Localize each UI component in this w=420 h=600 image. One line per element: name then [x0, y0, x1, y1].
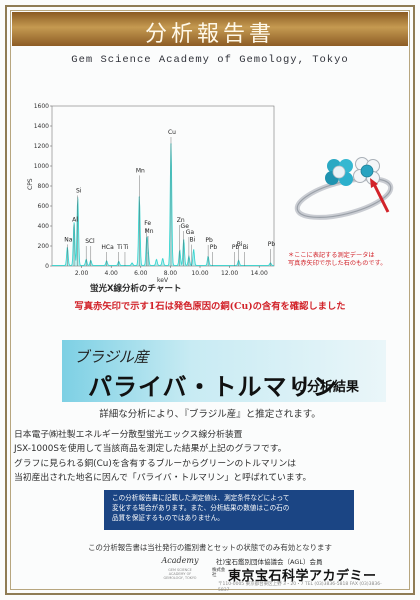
element-label: Pb [205, 237, 213, 244]
cu-confirmation-banner: 写真赤矢印で示す1石は発色原因の銅(Cu)の含有を確認しました [74, 301, 346, 312]
element-label: HCa [101, 244, 114, 251]
y-tick-label: 1200 [34, 143, 49, 150]
element-label: Ga [186, 229, 195, 236]
element-label: Zn [177, 217, 185, 224]
xrf-chart: CPS keV 0 200 400 600 800 1000 1200 1400 1600 2.00 4… [24, 96, 282, 284]
y-tick-label: 0 [45, 263, 49, 270]
photo-note-line: 写真赤矢印で示した石のものです。 [288, 260, 387, 268]
photo-note-line: ＊ここに表記する測定データは [288, 252, 375, 259]
company-address: 〒110-0005 東京都台東区上野 3・20・7 TEL (03)3836-5… [218, 582, 382, 593]
ring-image [294, 157, 394, 220]
stone-name: パライバ・トルマリン [88, 372, 338, 401]
element-label: Bi [190, 237, 196, 244]
description-line: 当初産出された地名に因んで「パライバ・トルマリン」と呼ばれています。 [14, 472, 312, 483]
agl-membership: 社)宝石鑑別団体協議会（AGL）会員 [216, 558, 323, 566]
company-name: 東京宝石科学アカデミー [228, 569, 377, 584]
logo-subline: GEMOLOGY, TOKYO [163, 576, 197, 580]
y-tick-label: 600 [38, 203, 50, 210]
element-label: Pb [268, 241, 276, 248]
result-box: ブラジル産 パライバ・トルマリン の分析結果 [62, 340, 386, 402]
element-label: Fe [144, 220, 151, 227]
logo-wordmark: Academy [161, 556, 199, 565]
x-tick-label: 14.00 [251, 270, 268, 277]
disclaimer-line: 品質を保証するものではありません。 [112, 514, 224, 522]
y-tick-label: 400 [38, 223, 50, 230]
origin-estimate: 詳細な分析により、『ブラジル産』と推定されます。 [99, 409, 321, 420]
y-tick-label: 1000 [34, 163, 49, 170]
corporation-marker: 株式会社 [212, 568, 226, 578]
element-label: Pb [232, 244, 240, 251]
y-axis-label: CPS [27, 178, 34, 190]
x-axis-label: keV [157, 277, 169, 284]
y-tick-label: 800 [38, 183, 50, 190]
element-label: Na [64, 236, 72, 243]
y-tick-label: 200 [38, 243, 50, 250]
disclaimer-line: この分析報告書に記載した測定値は、測定条件などによって [112, 494, 290, 502]
element-label: Cu [168, 129, 176, 136]
validity-note: この分析報告書は当社発行の鑑別書とセットの状態でのみ有効となります [88, 543, 332, 552]
element-label: Pb [210, 244, 218, 251]
flower-left [325, 159, 353, 186]
element-label: Si [76, 187, 82, 194]
element-label: Mn [136, 167, 145, 174]
x-tick-label: 4.00 [105, 270, 119, 277]
inner-border [10, 10, 410, 590]
chart-caption: 蛍光X線分析のチャート [90, 284, 182, 294]
origin-label: ブラジル産 [74, 348, 149, 366]
header-band [12, 12, 408, 46]
x-tick-label: 6.00 [134, 270, 148, 277]
description-line: グラフに見られる銅(Cu)を含有するブルーからグリーンのトルマリンは [14, 458, 297, 469]
disclaimer-line: 変化する場合があります。また、分析結果の数値はこの石の [112, 504, 290, 512]
x-tick-label: 12.00 [221, 270, 238, 277]
logo-subline: GEM SCIENCE [168, 568, 192, 572]
element-label: Ti [122, 244, 128, 251]
red-arrow-icon [370, 178, 390, 213]
element-label: Al [72, 216, 78, 223]
element-label: Ge [181, 223, 190, 230]
analysis-description: 日本電子㈱社製エネルギー分散型蛍光エックス線分析装置 JSX-1000Sを使用し… [14, 428, 414, 485]
element-label: S [85, 238, 89, 245]
peak-point [73, 222, 75, 224]
institution-name: Gem Science Academy of Gemology, Tokyo [71, 54, 349, 66]
description-line: JSX-1000Sを使用して当該商品を測定した結果が上記のグラフです。 [14, 444, 287, 455]
x-tick-label: 8.00 [164, 270, 178, 277]
peak-point [131, 262, 133, 265]
y-tick-label: 1600 [34, 103, 49, 110]
logo-subline: ACADEMY OF [168, 572, 192, 576]
peak-point [162, 258, 164, 260]
disclaimer-box: この分析報告書に記載した測定値は、測定条件などによって 変化する場合があります。… [104, 490, 354, 530]
academy-logo: Academy GEM SCIENCE ACADEMY OF GEMOLOGY,… [144, 556, 216, 590]
report-title: 分析報告書 [144, 22, 275, 47]
flower-right [353, 157, 380, 185]
outer-border [5, 5, 415, 595]
peak-point [193, 249, 195, 251]
peak-point [155, 259, 158, 261]
y-tick-label: 1400 [34, 123, 49, 130]
photo-note: ＊ここに表記する測定データは 写真赤矢印で示した石のものです。 [288, 252, 406, 269]
element-label: Bi [243, 244, 249, 251]
element-label: Bi [237, 241, 243, 248]
element-label: Cl [89, 238, 95, 245]
xrf-chart-svg: CPS keV 0 200 400 600 800 1000 1200 1400 1600 2.00 4… [27, 103, 276, 284]
x-tick-label: 10.00 [191, 270, 208, 277]
result-suffix: の分析結果 [294, 380, 360, 395]
x-tick-label: 2.00 [75, 270, 89, 277]
description-line: 日本電子㈱社製エネルギー分散型蛍光エックス線分析装置 [14, 430, 243, 440]
element-label: Ti [116, 244, 122, 251]
element-label: Mn [145, 228, 154, 235]
ring-photo [288, 122, 404, 252]
